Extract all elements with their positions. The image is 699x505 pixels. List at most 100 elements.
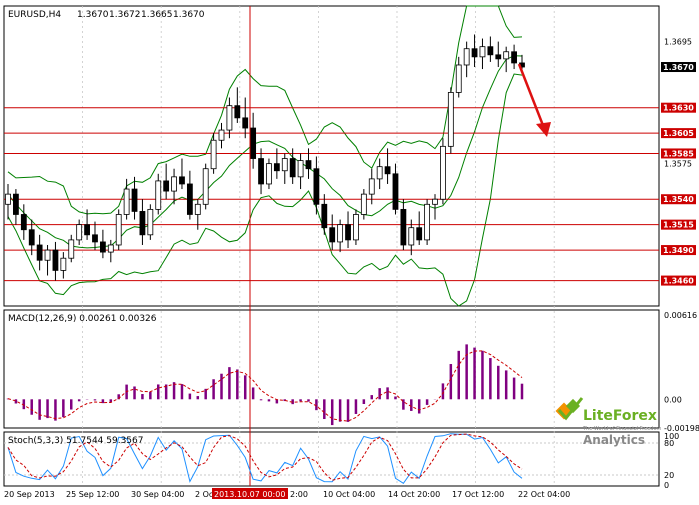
macd-label: MACD(12,26,9) 0.00261 0.00326 bbox=[8, 314, 157, 324]
crosshair-time-badge bbox=[212, 488, 288, 499]
candle bbox=[455, 56, 462, 98]
candle-body bbox=[250, 127, 257, 159]
candle-body bbox=[242, 117, 249, 129]
candle-body bbox=[471, 48, 478, 58]
macd-histogram bbox=[6, 344, 524, 426]
stoch-main-line bbox=[7, 433, 523, 484]
ohlc-open: 1.3670 bbox=[77, 10, 109, 20]
candle-body bbox=[487, 46, 494, 56]
candle bbox=[107, 239, 114, 263]
candle bbox=[432, 194, 438, 220]
candle bbox=[463, 41, 470, 78]
candle-body bbox=[376, 166, 383, 180]
level-price-label: 1.3460 bbox=[663, 277, 694, 286]
ohlc-high: 1.3672 bbox=[109, 10, 141, 20]
candle-body bbox=[28, 229, 35, 246]
candle bbox=[400, 199, 407, 251]
candle bbox=[123, 178, 130, 220]
stoch-tick-label: 0 bbox=[664, 481, 669, 490]
level-price-label: 1.3515 bbox=[663, 221, 694, 230]
candle-body bbox=[84, 224, 90, 236]
candle bbox=[313, 156, 320, 215]
candle bbox=[131, 176, 138, 220]
candle bbox=[92, 221, 98, 251]
level-price-label: 1.3630 bbox=[663, 104, 694, 113]
macd-axis: 0.00616 0.00 -0.00198 bbox=[664, 311, 699, 433]
candle-body bbox=[440, 145, 446, 200]
current-price-label: 1.3670 bbox=[663, 63, 694, 72]
candle bbox=[68, 234, 75, 263]
level-price-badge bbox=[661, 245, 696, 256]
time-tick-label: 22 Oct 04:00 bbox=[518, 490, 570, 499]
candle bbox=[447, 87, 454, 154]
candle bbox=[424, 199, 431, 245]
candle-body bbox=[226, 105, 233, 131]
candle-body bbox=[321, 203, 328, 229]
candle-body bbox=[123, 188, 130, 215]
stoch-panel-frame bbox=[3, 431, 660, 487]
candle-body bbox=[76, 224, 83, 241]
candle bbox=[84, 209, 90, 240]
time-tick-label: 20 Sep 2013 bbox=[4, 490, 55, 499]
candle bbox=[337, 219, 344, 253]
candle bbox=[392, 163, 399, 215]
candle bbox=[218, 122, 225, 149]
forecast-arrow bbox=[517, 63, 551, 137]
candle-body bbox=[384, 166, 391, 175]
ohlc-low: 1.3665 bbox=[141, 10, 173, 20]
candle bbox=[5, 183, 11, 220]
candle bbox=[471, 34, 478, 68]
candle-body bbox=[289, 158, 296, 178]
candle-body bbox=[92, 234, 98, 243]
price-candles[interactable] bbox=[5, 34, 525, 281]
candle-body bbox=[194, 203, 201, 215]
candle-body bbox=[345, 224, 351, 241]
macd-panel-frame bbox=[3, 309, 660, 429]
candle bbox=[52, 241, 59, 281]
price-axis[interactable]: 1.3695 1.3575 1.3630 1.3605 1.3585 1.3540 1.35… bbox=[661, 38, 696, 286]
price-tick-label: 1.3695 bbox=[664, 38, 692, 47]
candle bbox=[440, 138, 446, 205]
level-price-badge bbox=[661, 128, 696, 139]
candle bbox=[139, 199, 146, 245]
candle bbox=[408, 219, 415, 256]
stoch-label: Stoch(5,3,3) 51.7544 59.3567 bbox=[8, 436, 143, 446]
candle bbox=[305, 148, 312, 179]
candle-body bbox=[424, 203, 431, 241]
candle-body bbox=[139, 211, 146, 236]
candle-body bbox=[68, 239, 75, 259]
current-price-badge bbox=[661, 62, 696, 73]
candle bbox=[503, 46, 510, 73]
candle-body bbox=[44, 249, 51, 261]
candle bbox=[194, 199, 201, 230]
candle bbox=[281, 153, 288, 184]
candle-body bbox=[353, 214, 359, 241]
candle-body bbox=[273, 163, 280, 172]
time-tick-label: 10 Oct 04:00 bbox=[323, 490, 375, 499]
candle-body bbox=[179, 176, 185, 185]
time-tick-label: 2 Oct bbox=[195, 490, 216, 499]
ohlc-close: 1.3670 bbox=[173, 10, 205, 20]
candle-body bbox=[400, 208, 407, 246]
candle-body bbox=[455, 64, 462, 93]
candle bbox=[479, 38, 486, 70]
macd-tick-label: 0.00 bbox=[664, 395, 682, 404]
level-price-label: 1.3585 bbox=[663, 149, 694, 158]
candle bbox=[242, 97, 249, 139]
candle-body bbox=[511, 51, 517, 64]
candle bbox=[266, 158, 272, 190]
candle-body bbox=[479, 46, 486, 58]
candle-body bbox=[20, 214, 27, 231]
time-tick-label: 30 Sep 04:00 bbox=[131, 490, 184, 499]
candle-body bbox=[171, 176, 177, 192]
macd-signal-line bbox=[7, 350, 523, 422]
logo-product: Analytics bbox=[583, 433, 645, 447]
macd-tick-label: -0.00198 bbox=[664, 424, 699, 433]
candle bbox=[258, 148, 264, 195]
grid-lines bbox=[82, 6, 555, 486]
candle-body bbox=[463, 48, 470, 66]
bollinger-bands bbox=[7, 5, 523, 307]
candle-body bbox=[337, 224, 344, 243]
